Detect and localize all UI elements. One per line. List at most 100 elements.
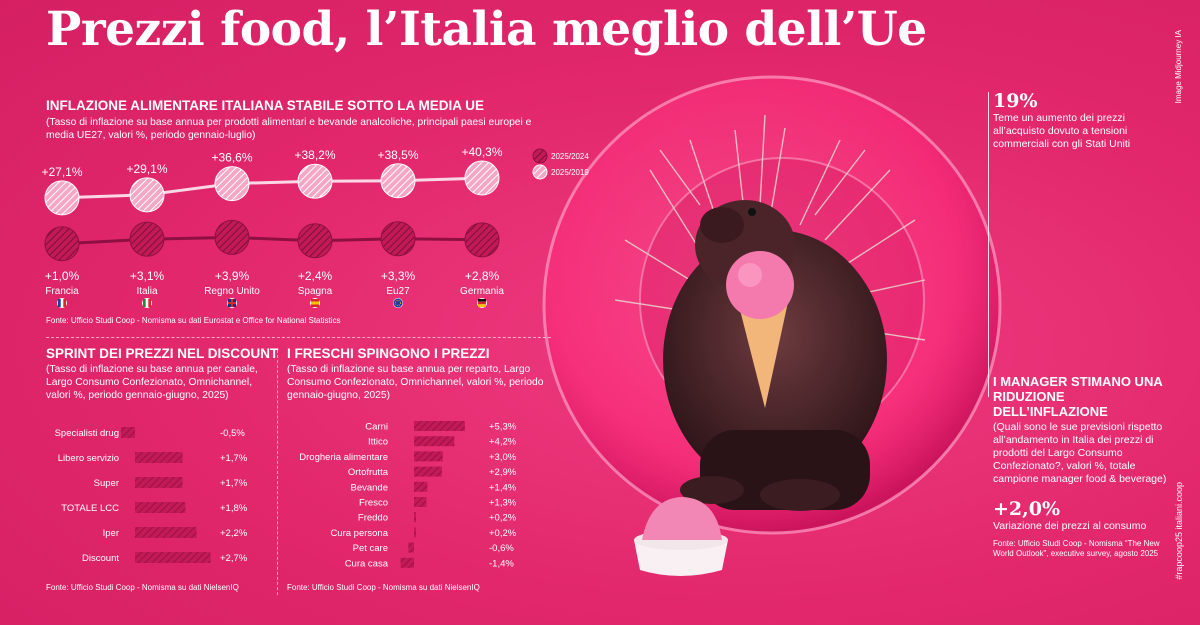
bar [408,542,414,553]
category-label: Ortofrutta [348,467,389,478]
bar [121,427,135,438]
category-label: Cura persona [330,528,388,539]
bar [135,452,183,463]
value-label: -1,4% [489,558,514,569]
value-label: +0,2% [489,528,517,539]
section2-source: Fonte: Ufficio Studi Coop - Nomisma su d… [46,583,239,592]
category-label: Fresco [359,498,388,509]
managers-title: I MANAGER STIMANO UNA RIDUZIONE DELL’INF… [993,374,1163,419]
value-label: +2,7% [220,553,248,564]
section2-subtitle: (Tasso di inflazione su base annua per c… [46,364,258,401]
category-label: Pet care [353,543,388,554]
value-label: +2,9% [489,467,517,478]
point-2025-2024 [214,219,250,255]
bar [414,451,443,462]
point-2025-2024 [380,221,416,257]
point-2025-2019 [44,180,80,216]
section3-title: I FRESCHI SPINGONO I PREZZI [287,346,490,361]
category-label: Specialisti drug [55,428,119,439]
legend-swatch-2025-2019 [532,164,548,180]
point-2025-2024 [129,221,165,257]
point-2025-2019 [380,163,416,199]
value-label-2025-2024: +2,4% [298,269,333,283]
value-label: +5,3% [489,422,517,433]
section3-subtitle: (Tasso di inflazione su base annua per r… [287,364,544,401]
value-label-2025-2019: +38,5% [377,148,418,162]
value-label: +4,2% [489,437,517,448]
value-label-2025-2024: +1,0% [45,269,80,283]
divider-vertical [277,350,278,595]
value-label-2025-2019: +27,1% [41,165,82,179]
country-label: Germania [460,286,504,297]
category-label: Freddo [358,513,388,524]
stat-top-text: Teme un aumento dei prezzi all’acquisto … [993,112,1131,150]
right-divider [988,92,989,397]
flag-stripe [143,299,146,307]
point-2025-2024 [464,222,500,258]
country-label: Francia [45,286,79,297]
point-2025-2019 [214,166,250,202]
point-2025-2024 [44,226,80,262]
country-label: Spagna [298,286,333,297]
section1-title: INFLAZIONE ALIMENTARE ITALIANA STABILE S… [46,98,484,113]
section3-source: Fonte: Ufficio Studi Coop - Nomisma su d… [287,583,480,592]
category-label: Iper [103,528,119,539]
flag-stripe [478,299,486,302]
value-label: +0,2% [489,513,517,524]
value-label: +1,4% [489,482,517,493]
value-label-2025-2019: +38,2% [294,148,335,162]
bar [400,557,414,568]
category-label: Bevande [350,482,388,493]
legend-label: 2025/2024 [551,152,589,161]
flag-stripe [478,304,486,307]
legend-label: 2025/2019 [551,168,589,177]
value-label-2025-2019: +29,1% [126,162,167,176]
bar [135,552,211,563]
flag-stripe [395,300,401,306]
value-label-2025-2024: +3,3% [381,269,416,283]
value-label-2025-2024: +3,9% [215,269,250,283]
section1-subtitle: (Tasso di inflazione su base annua per p… [46,117,532,141]
point-2025-2019 [464,160,500,196]
value-label: +1,7% [220,478,248,489]
value-label-2025-2019: +36,6% [211,151,252,165]
value-label-2025-2024: +2,8% [465,269,500,283]
value-label: +1,8% [220,503,248,514]
value-label: -0,5% [220,428,245,439]
bar [414,497,427,507]
managers-subtitle: (Quali sono le sue previsioni rispetto a… [993,421,1167,485]
bar [414,436,455,447]
country-label: Italia [136,286,158,297]
flag-stripe [478,301,486,305]
divider [46,337,551,338]
category-label: Super [94,478,119,489]
flag-stripe [58,299,61,307]
value-label-2025-2024: +3,1% [130,269,165,283]
bar [135,502,186,513]
ice-cream-cone [726,251,794,408]
section1-source: Fonte: Ufficio Studi Coop - Nomisma su d… [46,316,341,325]
country-label: Eu27 [386,286,410,297]
managers-source: Fonte: Ufficio Studi Coop - Nomisma “The… [993,539,1160,558]
section2-title: SPRINT DEI PREZZI NEL DISCOUNT [46,346,279,361]
bar [414,512,416,523]
value-label: +1,7% [220,453,248,464]
category-label: TOTALE LCC [61,503,119,514]
value-label-2025-2019: +40,3% [461,145,502,159]
flag-stripe [231,299,233,307]
flag-stripe [311,301,319,305]
ice-cream-cup [634,497,728,576]
point-2025-2019 [129,177,165,213]
point-2025-2024 [297,223,333,259]
category-label: Carni [365,422,388,433]
flag-stripe [393,298,403,308]
value-label: -0,6% [489,543,514,554]
stat-top: 19% Teme un aumento dei prezzi all’acqui… [993,90,1163,151]
category-label: Libero servizio [58,453,119,464]
point-2025-2019 [297,163,333,199]
bar [414,466,442,477]
